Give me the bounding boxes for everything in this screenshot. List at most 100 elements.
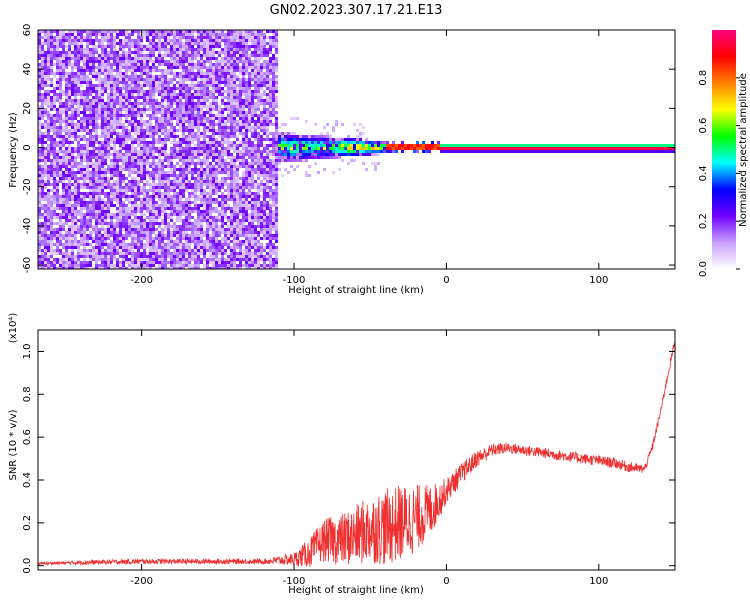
spectrogram-cell (92, 237, 95, 240)
spectrogram-cell (179, 228, 182, 231)
spectrogram-cell (92, 162, 95, 165)
spectrogram-cell (62, 246, 65, 249)
spectrogram-cell (122, 168, 125, 171)
spectrogram-cell (80, 168, 83, 171)
spectrogram-cell (209, 45, 212, 48)
spectrogram-cell (158, 204, 161, 207)
spectrogram-cell (185, 111, 188, 114)
spectrogram-cell (83, 174, 86, 177)
spectrogram-cell (170, 45, 173, 48)
spectrogram-cell (137, 129, 140, 132)
spectrogram-cell (179, 147, 182, 150)
spectrogram-cell (41, 81, 44, 84)
spectrogram-cell (212, 225, 215, 228)
spectrogram-cell (71, 183, 74, 186)
spectrogram-cell (140, 237, 143, 240)
spectrogram-cell (59, 84, 62, 87)
spectrogram-cell (149, 33, 152, 36)
spectrogram-cell (113, 90, 116, 93)
spectrogram-cell (149, 75, 152, 78)
spectrogram-cell (83, 267, 86, 269)
spectrogram-cell (125, 39, 128, 42)
spectrogram-cell (134, 60, 137, 63)
spectrogram-cell (122, 42, 125, 45)
spectrogram-cell (110, 201, 113, 204)
spectrogram-cell (47, 168, 50, 171)
spectrogram-cell (53, 168, 56, 171)
spectrogram-cell (125, 69, 128, 72)
spectrogram-cell (239, 30, 242, 33)
spectrogram-cell (221, 213, 224, 216)
spectrogram-cell (56, 159, 59, 162)
spectrogram-cell (182, 138, 185, 141)
spectrogram-cell (221, 138, 224, 141)
spectrogram-cell (167, 252, 170, 255)
spectrogram-cell (248, 33, 251, 36)
spectrogram-cell (119, 237, 122, 240)
spectrogram-cell (80, 60, 83, 63)
spectrogram-cell (128, 171, 131, 174)
spectrogram-cell (113, 123, 116, 126)
spectrogram-cell (116, 237, 119, 240)
spectrogram-cell (65, 204, 68, 207)
spectrogram-cell (149, 108, 152, 111)
spectrogram-cell (245, 168, 248, 171)
spectrogram-cell (164, 180, 167, 183)
spectrogram-cell (65, 150, 68, 153)
spectrogram-cell (92, 66, 95, 69)
spectrogram-cell (203, 105, 206, 108)
spectrogram-cell (209, 180, 212, 183)
spectrogram-cell (119, 252, 122, 255)
spectrogram-cell (65, 72, 68, 75)
spectrogram-cell (218, 108, 221, 111)
spectrogram-cell (71, 156, 74, 159)
spectrogram-cell (62, 216, 65, 219)
spectrogram-cell (236, 63, 239, 66)
spectrogram-cell (47, 213, 50, 216)
spectrogram-cell (38, 210, 41, 213)
spectrogram-cell (71, 222, 74, 225)
spectrogram-cell (53, 102, 56, 105)
spectrogram-cell (155, 78, 158, 81)
spectrogram-cell (221, 243, 224, 246)
spectrogram-cell (56, 189, 59, 192)
spectrogram-cell (155, 249, 158, 252)
spectrogram-cell (185, 171, 188, 174)
spectrogram-cell (62, 36, 65, 39)
spectrogram-cell (215, 180, 218, 183)
spectrogram-cell (218, 39, 221, 42)
spectrogram-cell (89, 117, 92, 120)
spectrogram-cell (149, 255, 152, 258)
spectrogram-cell (245, 177, 248, 180)
spectrogram-cell (176, 57, 179, 60)
spectrogram-cell (224, 234, 227, 237)
spectrogram-cell (89, 42, 92, 45)
spectrogram-cell (56, 153, 59, 156)
spectrogram-cell (173, 246, 176, 249)
spectrogram-cell (137, 81, 140, 84)
spectrogram-cell (155, 210, 158, 213)
spectrogram-cell (224, 108, 227, 111)
spectrogram-cell (230, 99, 233, 102)
spectrogram-cell (68, 225, 71, 228)
spectrogram-cell (200, 180, 203, 183)
spectrogram-cell (149, 102, 152, 105)
spectrogram-cell (80, 207, 83, 210)
spectrogram-cell (128, 75, 131, 78)
spectrogram-cell (221, 171, 224, 174)
spectrogram-cell (164, 195, 167, 198)
spectrogram-cell (218, 90, 221, 93)
spectrogram-cell (170, 42, 173, 45)
spectrogram-cell (185, 261, 188, 264)
spectrogram-cell (188, 135, 191, 138)
spectrogram-cell (50, 243, 53, 246)
spectrogram-cell (158, 174, 161, 177)
spectrogram-cell (104, 261, 107, 264)
spectrogram-cell (155, 174, 158, 177)
spectrogram-cell (59, 60, 62, 63)
spectrogram-cell (227, 204, 230, 207)
spectrogram-cell (245, 165, 248, 168)
spectrogram-cell (134, 126, 137, 129)
spectrogram-cell (44, 39, 47, 42)
spectrogram-cell (107, 42, 110, 45)
